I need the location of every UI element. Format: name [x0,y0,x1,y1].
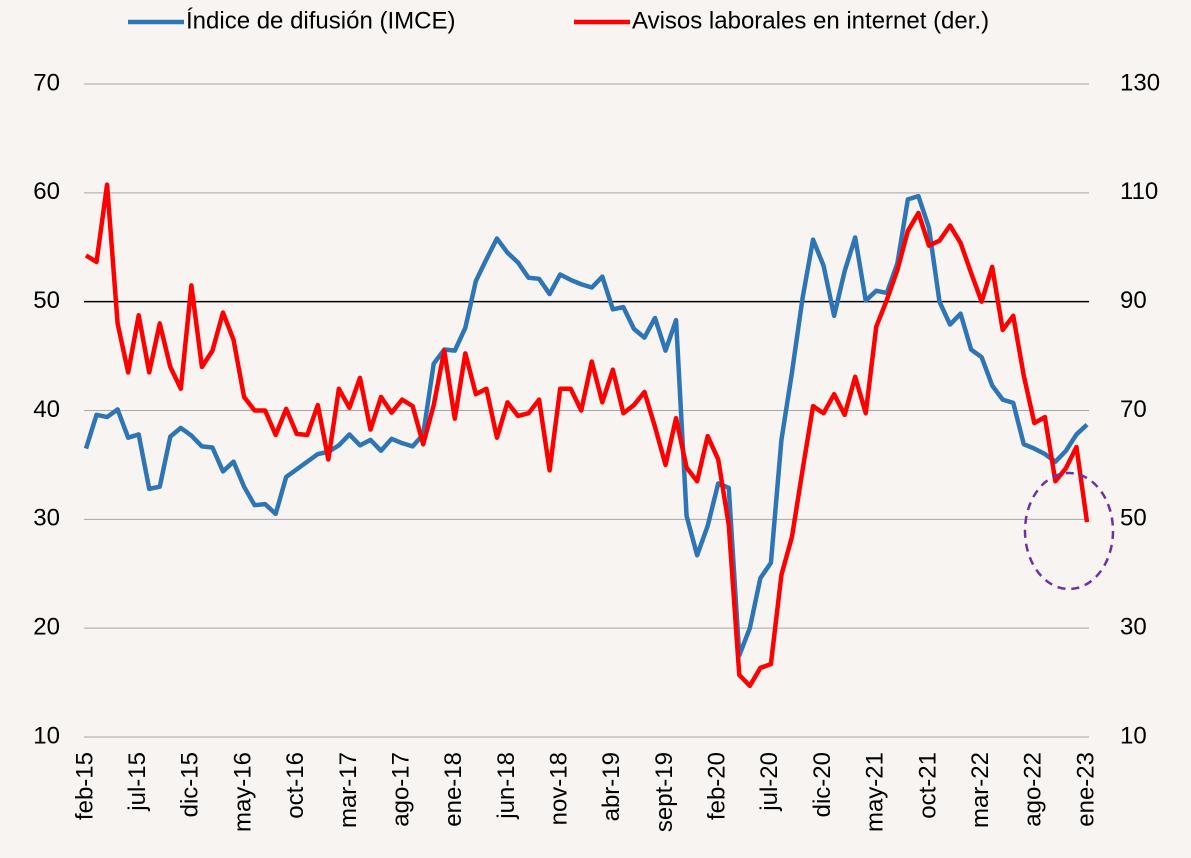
y-tick-label: 70 [33,69,60,96]
x-tick-label: dic-20 [809,752,836,817]
x-tick-label: jul-15 [124,752,151,812]
x-tick-label: may-21 [862,752,889,832]
y2-tick-label: 30 [1120,614,1147,641]
x-tick-label: ago-22 [1020,752,1047,827]
y-tick-label: 30 [33,505,60,532]
x-tick-label: ene-23 [1072,752,1099,827]
y-tick-label: 20 [33,614,60,641]
series-line [83,193,1089,658]
y-tick-label: 40 [33,396,60,423]
y2-tick-label: 10 [1120,722,1147,749]
legend-label: Avisos laborales en internet (der.) [632,7,989,34]
y2-tick-label: 130 [1120,69,1160,96]
x-tick-label: jul-20 [756,752,783,812]
x-tick-label: ene-18 [440,752,467,827]
x-tick-label: mar-17 [335,752,362,828]
y-tick-label: 50 [33,287,60,314]
x-tick-label: mar-22 [967,752,994,828]
y-tick-label: 60 [33,178,60,205]
x-tick-label: abr-19 [598,752,625,821]
y2-tick-label: 110 [1120,178,1158,205]
y2-tick-label: 50 [1120,505,1147,532]
x-tick-label: ago-17 [387,752,414,827]
x-tick-label: jun-18 [493,752,520,820]
x-tick-label: oct-16 [282,752,309,819]
x-tick-label: feb-20 [704,752,731,820]
x-tick-label: feb-15 [71,752,98,820]
x-tick-label: may-16 [229,752,256,832]
x-tick-label: dic-15 [177,752,204,817]
y2-tick-label: 90 [1120,287,1147,314]
legend-label: Índice de difusión (IMCE) [186,7,455,34]
x-tick-label: nov-18 [546,752,573,825]
series-line [84,182,1090,689]
legend: Índice de difusión (IMCE) Avisos laborale… [128,7,989,34]
y2-tick-label: 70 [1120,396,1147,423]
x-tick-label: sept-19 [651,752,678,832]
x-tick-label: oct-21 [914,752,941,819]
highlight-ellipse [1023,471,1115,591]
y-tick-label: 10 [33,722,60,749]
